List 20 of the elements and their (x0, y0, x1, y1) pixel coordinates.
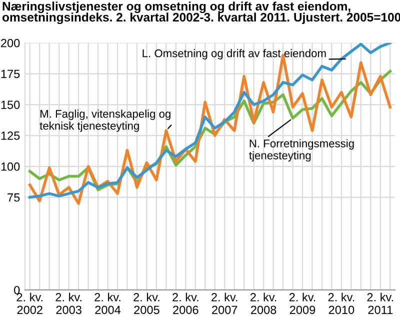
x-tick-label: 2. kv. 2007 (212, 292, 238, 314)
y-tick-label: 150 (1, 100, 20, 110)
x-tick-label: 2. kv. 2009 (289, 292, 316, 314)
y-tick-label: 75 (8, 193, 20, 202)
x-tick-label: 2. kv. 2005 (134, 292, 160, 314)
x-tick-label: 2. kv. 2003 (56, 292, 82, 314)
y-tick-label: 0 (14, 286, 20, 294)
x-tick-label: 2. kv. 2002 (16, 292, 42, 314)
series-label: N. Forretningsmessig tjenesteyting (249, 139, 354, 162)
x-tick-label: 2. kv. 2010 (328, 292, 354, 314)
y-tick-label: 200 (1, 38, 20, 48)
y-tick-label: 175 (1, 70, 20, 78)
series-label: L. Omsetning og drift av fast eiendom (142, 49, 326, 60)
y-tick-label: 125 (1, 132, 20, 140)
x-tick-label: 2. kv. 2008 (250, 292, 276, 314)
x-tick-label: 2. kv. 2006 (172, 292, 198, 314)
series-label: M. Faglig, vitenskapelig og teknisk tjenesteyting (40, 110, 170, 132)
x-tick-label: 2. kv. 2011 (367, 292, 393, 314)
y-tick-label: 100 (1, 162, 20, 171)
x-tick-label: 2. kv. 2004 (94, 292, 121, 314)
